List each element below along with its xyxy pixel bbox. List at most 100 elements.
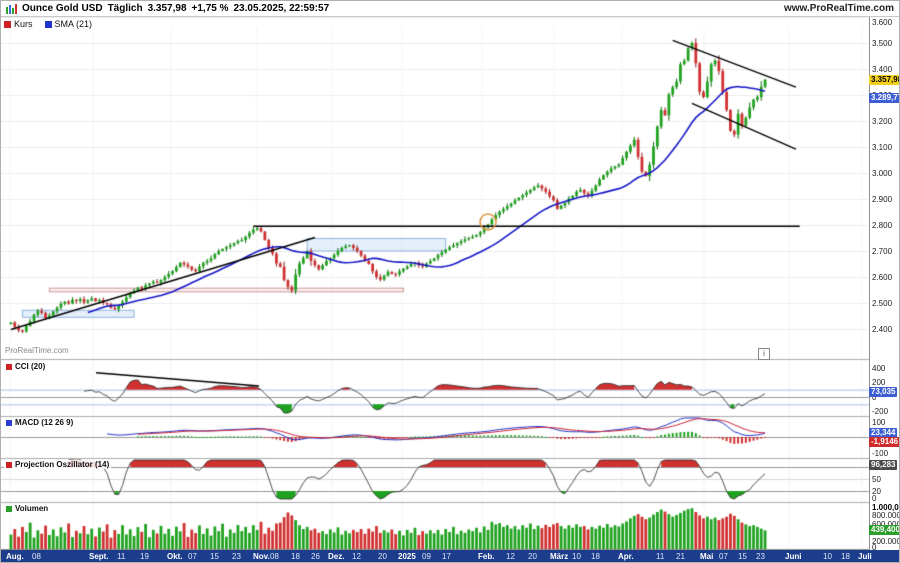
indicator-label-volume[interactable]: Volumen	[4, 504, 51, 513]
timeframe: Täglich	[107, 3, 143, 14]
change-percent: +1,75 %	[191, 3, 229, 14]
last-price: 3.357,98	[147, 3, 187, 14]
time-label: 10	[823, 552, 832, 561]
time-label: 08	[270, 552, 279, 561]
axis-tick: 200.000	[872, 536, 900, 546]
axis-tick: 1.000,0K	[872, 502, 899, 512]
time-label: 21	[676, 552, 685, 561]
kurs-label: Kurs	[14, 19, 33, 29]
value-badge: 3.289,77	[869, 92, 899, 103]
indicator-label-macd[interactable]: MACD (12 26 9)	[4, 418, 76, 427]
time-label: März	[550, 552, 569, 561]
axis-tick: 3.200	[872, 117, 893, 126]
time-axis[interactable]: Aug. 08 Sept. 11 19 Okt. 07 15 23 Nov. 08 18 26 Dez. 1…	[1, 550, 899, 562]
indicator-label-cci[interactable]: CCI (20)	[4, 362, 48, 371]
time-label: 11	[117, 552, 126, 561]
instrument-title: Ounce Gold USD Täglich 3.357,98 +1,75 % 23.0…	[22, 3, 334, 14]
time-label: Okt.	[167, 552, 183, 561]
axis-tick: 2.400	[872, 325, 893, 334]
indicator-label-projection[interactable]: Projection Oszillator (14)	[4, 460, 112, 469]
instrument-name: Ounce Gold USD	[22, 3, 103, 14]
axis-tick: 800.000	[872, 511, 900, 520]
time-label: Apr.	[618, 552, 634, 561]
axis-tick: 100	[872, 418, 886, 427]
time-label: 08	[32, 552, 41, 561]
cci-name: CCI (20)	[15, 362, 46, 371]
time-label: 18	[291, 552, 300, 561]
value-badge: 96,283	[869, 460, 898, 470]
time-label: 19	[140, 552, 149, 561]
time-label: 18	[841, 552, 850, 561]
kurs-swatch	[4, 20, 11, 28]
cci-swatch-icon	[6, 363, 12, 370]
axis-tick: 2.800	[872, 221, 893, 230]
value-badge: 23,344	[869, 428, 898, 439]
value-badge: 73,035	[869, 386, 898, 397]
time-label: 12	[352, 552, 361, 561]
axis-tick: 0	[872, 393, 877, 402]
value-badge: 439,400	[869, 525, 900, 536]
axis-tick: 400	[872, 363, 886, 373]
projection-swatch-icon	[6, 461, 12, 468]
axis-tick: 50	[872, 475, 881, 484]
axis-tick: 3.100	[872, 143, 893, 152]
value-badge: -1,9146	[869, 437, 899, 448]
time-label: Feb.	[478, 552, 495, 561]
time-label: 15	[738, 552, 747, 561]
title-bar: Ounce Gold USD Täglich 3.357,98 +1,75 % 23.0…	[1, 1, 899, 17]
time-label: Mai	[700, 552, 714, 561]
axis-tick: 2.900	[872, 195, 893, 204]
time-label: 2025	[398, 552, 416, 561]
watermark: ProRealTime.com	[5, 346, 69, 355]
time-label: 26	[311, 552, 320, 561]
axis-tick: 3.000	[872, 169, 893, 178]
quote-timestamp: 23.05.2025, 22:59:57	[233, 3, 330, 14]
axis-tick: 200	[872, 378, 886, 388]
info-icon[interactable]: i	[758, 348, 770, 360]
time-label: 23	[756, 552, 765, 561]
axis-tick: 3.500	[872, 39, 893, 48]
axis-tick: 2.700	[872, 247, 893, 256]
time-label: Juli	[858, 552, 872, 561]
macd-swatch-icon	[6, 419, 12, 426]
time-label: Aug.	[6, 552, 24, 561]
time-label: Nov.	[253, 552, 270, 561]
time-label: 09	[422, 552, 431, 561]
sma-swatch	[44, 20, 52, 28]
axis-tick: 3.600	[872, 18, 893, 27]
axis-tick: 0	[872, 494, 877, 503]
volume-swatch-icon	[6, 505, 12, 512]
time-label: 10	[572, 552, 581, 561]
time-label: 20	[378, 552, 387, 561]
legend-kurs[interactable]: Kurs	[4, 19, 33, 29]
time-label: Sept.	[89, 552, 109, 561]
axis-tick: 2.600	[872, 273, 893, 282]
sma-label: SMA (21)	[54, 19, 93, 29]
axis-tick: 2.500	[872, 299, 893, 308]
time-label: 18	[591, 552, 600, 561]
time-label: 07	[719, 552, 728, 561]
axis-tick: 600.000	[872, 519, 900, 529]
value-badge: 3.357,98	[869, 74, 899, 85]
legend-sma[interactable]: SMA (21)	[44, 19, 93, 29]
time-label: 11	[656, 552, 665, 561]
axis-tick: 0	[872, 543, 877, 552]
time-label: 12	[506, 552, 515, 561]
time-label: 07	[188, 552, 197, 561]
time-label: 15	[210, 552, 219, 561]
axis-tick: -200	[872, 407, 889, 416]
volume-name: Volumen	[15, 504, 49, 513]
axis-tick: 3.400	[872, 65, 893, 74]
time-label: Dez.	[328, 552, 345, 561]
axis-tick: -100	[872, 449, 889, 458]
projection-name: Projection Oszillator (14)	[15, 460, 110, 469]
macd-name: MACD (12 26 9)	[15, 418, 74, 427]
price-axis[interactable]: 3.6003.5003.4003.3003.2003.1003.0002.900…	[869, 1, 900, 552]
time-label: Juni	[785, 552, 802, 561]
time-label: 20	[528, 552, 537, 561]
website-link[interactable]: www.ProRealTime.com	[783, 3, 894, 14]
time-label: 23	[232, 552, 241, 561]
axis-tick: 20	[872, 487, 881, 496]
